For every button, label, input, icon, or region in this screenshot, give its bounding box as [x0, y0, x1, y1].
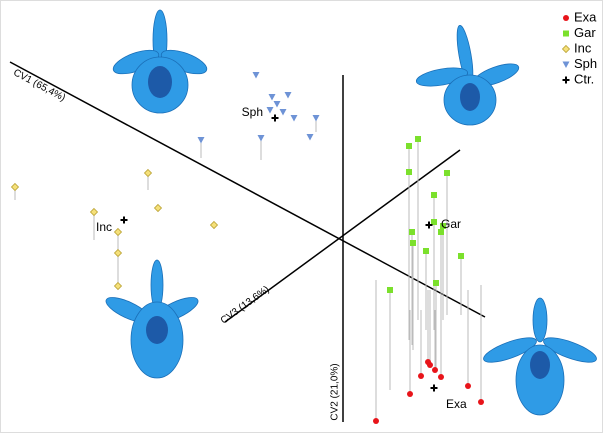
point [465, 383, 471, 389]
point-label: Inc [96, 220, 112, 234]
point [458, 253, 464, 259]
point-label: Gar [441, 217, 461, 231]
point [438, 374, 444, 380]
point [478, 399, 484, 405]
point [410, 240, 416, 246]
legend-label: Sph [574, 56, 597, 71]
point-label: Sph [242, 105, 263, 119]
legend-label: Ctr. [574, 71, 594, 86]
legend-label: Inc [574, 40, 592, 55]
point [407, 391, 413, 397]
legend-marker [563, 31, 569, 37]
point [406, 169, 412, 175]
point [418, 373, 424, 379]
point [433, 280, 439, 286]
point [373, 418, 379, 424]
point [406, 143, 412, 149]
legend-marker [563, 15, 569, 21]
axis-label: CV2 (21,0%) [330, 363, 341, 420]
point [409, 229, 415, 235]
point [432, 367, 438, 373]
point [415, 136, 421, 142]
point [444, 170, 450, 176]
legend-label: Exa [574, 9, 597, 24]
point [431, 192, 437, 198]
chart: CV1 (65,4%) CV2 (21,0%) CV3 (13,6%) SphI… [0, 0, 603, 433]
point-label: Exa [446, 397, 467, 411]
point [387, 287, 393, 293]
point [423, 248, 429, 254]
legend-label: Gar [574, 25, 596, 40]
point [427, 362, 433, 368]
